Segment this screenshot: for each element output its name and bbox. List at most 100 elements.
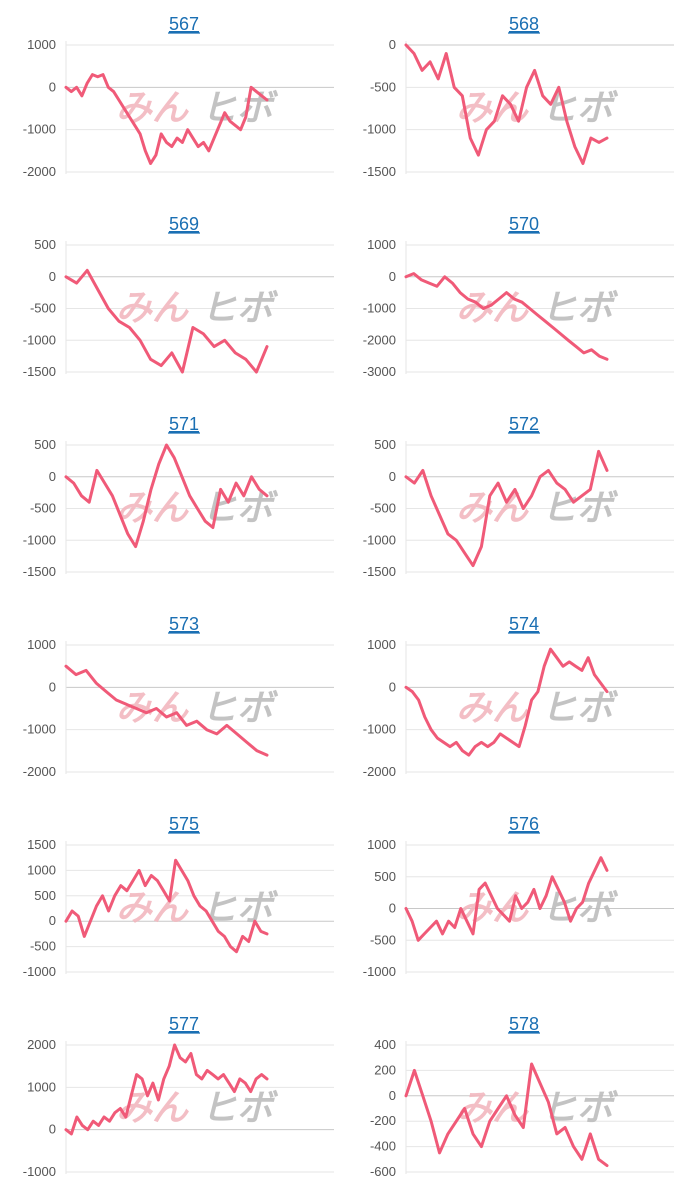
watermark-logo-pink: みん (116, 888, 189, 929)
y-tick-label: -1000 (23, 964, 56, 979)
y-tick-label: 500 (374, 869, 396, 884)
chart-panel-575: 1500 1000 500 0 -500 -1000 みん ヒボ 575 (0, 800, 340, 1000)
y-tick-label: 400 (374, 1037, 396, 1052)
y-tick-label: 1500 (27, 837, 56, 852)
y-tick-label: 500 (34, 237, 56, 252)
y-tick-label: 0 (389, 269, 396, 284)
y-tick-label: 1000 (27, 862, 56, 877)
y-tick-label: -1500 (23, 364, 56, 379)
y-tick-label: 1000 (367, 837, 396, 852)
series-line (64, 443, 269, 549)
watermark-logo-pink: みん (456, 688, 529, 729)
y-tick-label: -400 (370, 1139, 396, 1154)
y-tick-label: 0 (389, 901, 396, 916)
y-tick-label: 0 (49, 79, 56, 94)
y-tick-label: 0 (49, 269, 56, 284)
watermark-logo-gray: ヒボ (541, 88, 619, 129)
y-tick-label: 0 (389, 37, 396, 52)
chart-title-link[interactable]: 574 (509, 614, 539, 634)
chart-title-link[interactable]: 571 (169, 414, 199, 434)
y-tick-label: -2000 (23, 764, 56, 779)
watermark-logo-gray: ヒボ (541, 288, 619, 329)
chart-panel-573: 1000 0 -1000 -2000 みん ヒボ 573 (0, 600, 340, 800)
y-tick-label: -1000 (23, 122, 56, 137)
chart-svg: 1000 0 -1000 -2000 みん ヒボ 574 (363, 614, 674, 779)
y-tick-label: -1000 (363, 122, 396, 137)
y-tick-label: -1500 (363, 564, 396, 579)
y-tick-label: 1000 (27, 637, 56, 652)
chart-title-link[interactable]: 578 (509, 1014, 539, 1034)
chart-svg: 1000 0 -1000 -2000 みん ヒボ 567 (23, 14, 334, 179)
chart-panel-571: 500 0 -500 -1000 -1500 みん ヒボ 571 (0, 400, 340, 600)
series-line (404, 856, 609, 942)
y-tick-label: 1000 (367, 237, 396, 252)
watermark-logo-gray: ヒボ (201, 1088, 279, 1129)
series-line (404, 449, 609, 568)
y-tick-label: -500 (370, 932, 396, 947)
chart-svg: 1000 0 -1000 -2000 みん ヒボ 573 (23, 614, 334, 779)
y-tick-label: -1000 (363, 722, 396, 737)
y-tick-label: 500 (34, 888, 56, 903)
series-line (64, 664, 269, 757)
y-tick-label: -500 (370, 79, 396, 94)
watermark-logo-gray: ヒボ (201, 688, 279, 729)
watermark-logo-pink: みん (116, 688, 189, 729)
chart-title-link[interactable]: 575 (169, 814, 199, 834)
y-tick-label: -1000 (363, 964, 396, 979)
series-line (404, 1062, 609, 1168)
y-tick-label: -500 (30, 939, 56, 954)
series-line (404, 43, 609, 165)
series-line (64, 268, 269, 374)
chart-title-link[interactable]: 569 (169, 214, 199, 234)
chart-panel-567: 1000 0 -1000 -2000 みん ヒボ 567 (0, 0, 340, 200)
y-tick-label: -1500 (23, 564, 56, 579)
chart-panel-568: 0 -500 -1000 -1500 みん ヒボ 568 (340, 0, 680, 200)
chart-title-link[interactable]: 570 (509, 214, 539, 234)
y-tick-label: 0 (49, 679, 56, 694)
y-tick-label: -500 (370, 501, 396, 516)
watermark-logo-gray: ヒボ (541, 888, 619, 929)
y-tick-label: 0 (389, 679, 396, 694)
chart-svg: 500 0 -500 -1000 -1500 みん ヒボ 569 (23, 214, 334, 379)
watermark-logo-gray: ヒボ (201, 88, 279, 129)
watermark-logo-gray: ヒボ (541, 488, 619, 529)
watermark-logo-pink: みん (116, 88, 189, 129)
y-tick-label: -2000 (363, 332, 396, 347)
series-line (64, 73, 269, 165)
chart-panel-577: 2000 1000 0 -1000 みん ヒボ 577 (0, 1000, 340, 1200)
chart-title-link[interactable]: 572 (509, 414, 539, 434)
chart-title-link[interactable]: 576 (509, 814, 539, 834)
y-tick-label: -2000 (23, 164, 56, 179)
y-tick-label: 500 (374, 437, 396, 452)
series-line (64, 858, 269, 954)
y-tick-label: 2000 (27, 1037, 56, 1052)
y-tick-label: -500 (30, 301, 56, 316)
chart-panel-578: 400 200 0 -200 -400 -600 みん ヒボ 578 (340, 1000, 680, 1200)
y-tick-label: -500 (30, 501, 56, 516)
y-tick-label: -1000 (23, 722, 56, 737)
watermark-logo-gray: ヒボ (201, 288, 279, 329)
watermark-logo-pink: みん (116, 488, 189, 529)
chart-title-link[interactable]: 567 (169, 14, 199, 34)
series-line (64, 1043, 269, 1136)
y-tick-label: 1000 (27, 37, 56, 52)
y-tick-label: -3000 (363, 364, 396, 379)
chart-title-link[interactable]: 573 (169, 614, 199, 634)
series-line (404, 272, 609, 361)
chart-panel-576: 1000 500 0 -500 -1000 みん ヒボ 576 (340, 800, 680, 1000)
chart-panel-574: 1000 0 -1000 -2000 みん ヒボ 574 (340, 600, 680, 800)
chart-title-link[interactable]: 568 (509, 14, 539, 34)
chart-svg: 1000 0 -1000 -2000 -3000 みん ヒボ 570 (363, 214, 674, 379)
chart-title-link[interactable]: 577 (169, 1014, 199, 1034)
y-tick-label: 0 (389, 1088, 396, 1103)
y-tick-label: 0 (49, 1122, 56, 1137)
y-tick-label: 0 (49, 469, 56, 484)
y-tick-label: 0 (49, 913, 56, 928)
